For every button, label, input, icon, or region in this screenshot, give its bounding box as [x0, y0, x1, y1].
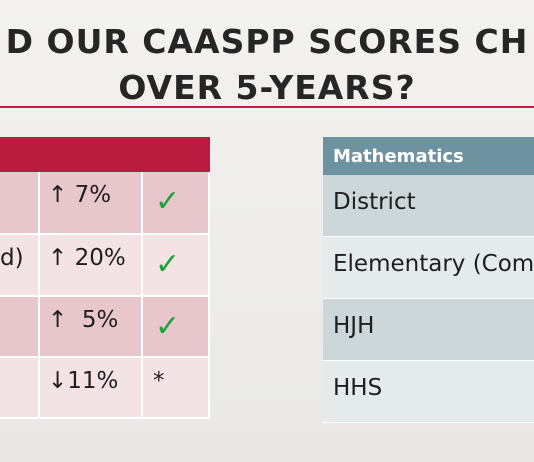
row-label: Elementary (Com	[323, 237, 534, 299]
right-table-header: Mathematics	[323, 137, 534, 175]
cell	[0, 297, 40, 358]
change-cell: ↑ 7%	[40, 172, 143, 235]
status-cell: ✓	[143, 297, 210, 358]
cell	[0, 358, 40, 419]
row-label: HHS	[323, 361, 534, 423]
status-cell: ✓	[143, 235, 210, 297]
cell	[0, 172, 40, 235]
row-label: HJH	[323, 299, 534, 361]
title-rule	[0, 106, 534, 108]
left-table-header	[0, 137, 210, 172]
title-line: D OUR CAASPP SCORES CH	[5, 22, 529, 61]
title-line: OVER 5-YEARS?	[118, 68, 416, 107]
change-cell: ↓11%	[40, 358, 143, 419]
change-cell: ↑ 20%	[40, 235, 143, 297]
change-cell: ↑ 5%	[40, 297, 143, 358]
row-label: District	[323, 175, 534, 237]
status-cell: *	[143, 358, 210, 419]
label-cell: d)	[0, 235, 40, 297]
status-cell: ✓	[143, 172, 210, 235]
